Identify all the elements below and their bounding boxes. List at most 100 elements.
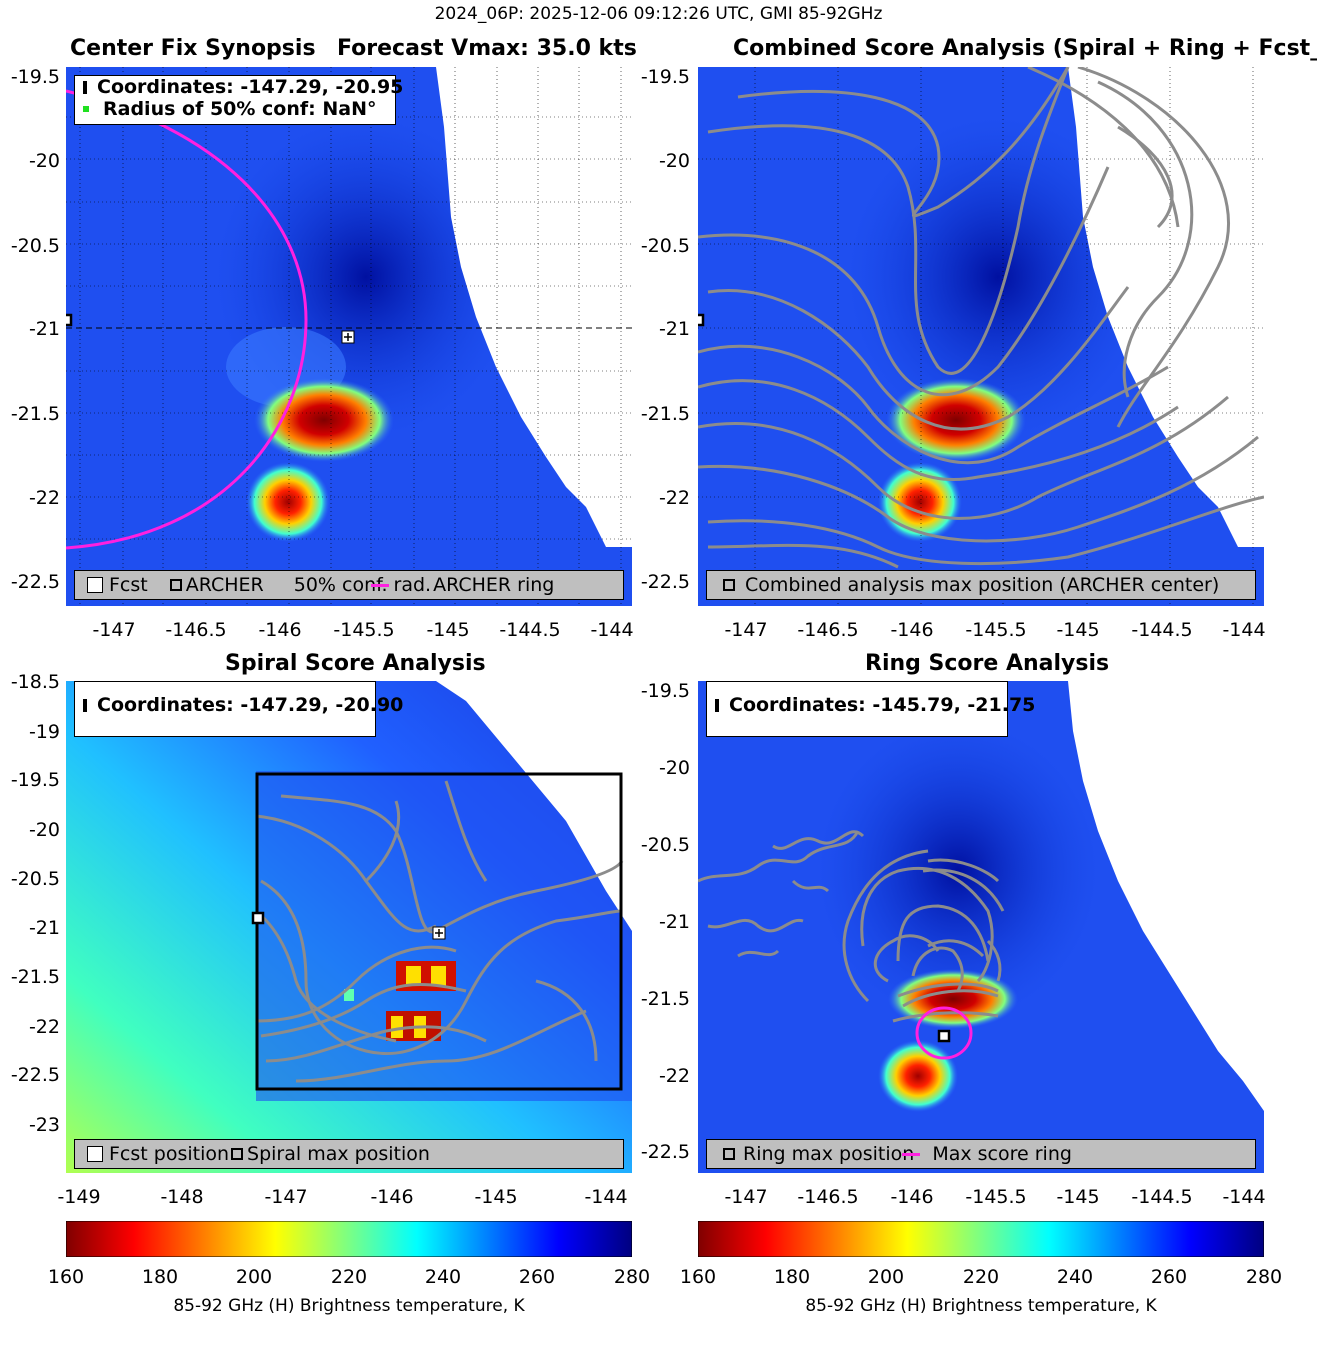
panel4-svg [698,681,1264,1173]
green-dot-icon [83,106,89,112]
magenta-line-icon [902,1152,921,1156]
panel4-plot: Coordinates: -145.79, -21.75 Ring max po… [698,681,1264,1173]
search-box [255,772,623,1091]
xtick: -149 [57,1186,101,1208]
legend-fcst: Fcst [109,574,148,596]
ytick: -23 [28,1114,60,1136]
panel4-legend: Ring max position Max score ring [706,1139,1256,1169]
ytick: -22.5 [10,571,60,593]
panel1-vmax: Forecast Vmax: 35.0 kts [337,36,637,61]
confidence-ring [66,89,308,550]
panel1-legend: Fcst ARCHER 50% conf. rad. ARCHER ring [74,570,624,600]
colorbar-right-label: 85-92 GHz (H) Brightness temperature, K [805,1296,1157,1316]
panel2-svg [698,67,1264,606]
cb-tick: 240 [424,1266,462,1288]
cb-tick: 180 [773,1266,811,1288]
ytick: -22.5 [640,571,690,593]
cb-tick: 220 [962,1266,1000,1288]
panel1-radius: Radius of 50% conf: NaN° [103,98,377,120]
ytick: -20.5 [10,235,60,257]
panel1-svg [66,67,632,606]
ytick: -20 [28,819,60,841]
ytick: -21.5 [640,403,690,425]
panel3-plot: Coordinates: -147.29, -20.90 Fcst positi… [66,681,632,1173]
square-marker-icon [723,1148,735,1160]
ytick: -21 [28,917,60,939]
ytick: -21 [658,318,690,340]
ytick: -18.5 [10,671,60,693]
panel3-svg [66,681,632,1173]
ring-max-marker [937,1029,951,1043]
magenta-line-icon [371,583,390,587]
fcst-marker [341,330,355,344]
cross-icon [87,1146,103,1162]
cb-tick: 240 [1056,1266,1094,1288]
panel2-plot: Combined analysis max position (ARCHER c… [698,67,1264,606]
panel1-info-box: Coordinates: -147.29, -20.95 Radius of 5… [74,75,403,125]
combined-max-marker [698,313,705,327]
ytick: -19.5 [640,66,690,88]
square-marker-icon [231,1148,244,1160]
cb-tick: 160 [679,1266,717,1288]
square-marker-icon [83,80,87,94]
xtick: -144 [590,619,634,641]
xtick: -146 [890,619,934,641]
xtick: -144 [1222,619,1266,641]
panel1-coordinates: Coordinates: -147.29, -20.95 [97,76,404,98]
ytick: -22 [28,487,60,509]
xtick: -145 [1056,1186,1100,1208]
colorbar-left-label: 85-92 GHz (H) Brightness temperature, K [173,1296,525,1316]
legend-conf-rad: 50% conf. rad. [293,574,432,596]
legend-spiral-max: Spiral max position [247,1143,430,1165]
figure-title: 2024_06P: 2025-12-06 09:12:26 UTC, GMI 8… [434,4,883,24]
ytick: -20 [28,150,60,172]
ytick: -21 [28,318,60,340]
legend-max-score-ring: Max score ring [932,1143,1072,1165]
combined-contours [698,67,1264,569]
ytick: -19.5 [640,680,690,702]
xtick: -144 [584,1186,628,1208]
cb-tick: 220 [330,1266,368,1288]
ytick: -20.5 [640,834,690,856]
xtick: -146.5 [797,619,859,641]
ytick: -22 [658,1065,690,1087]
panel4-title: Ring Score Analysis [865,651,1110,676]
xtick: -146.5 [797,1186,859,1208]
ytick: -21.5 [10,966,60,988]
ytick: -21.5 [640,988,690,1010]
panel3-title: Spiral Score Analysis [225,651,486,676]
xtick: -147 [264,1186,308,1208]
panel1-plot: Coordinates: -147.29, -20.95 Radius of 5… [66,67,632,606]
ytick: -19.5 [10,66,60,88]
xtick: -146.5 [165,619,227,641]
xtick: -146 [370,1186,414,1208]
xtick: -145 [474,1186,518,1208]
legend-combined: Combined analysis max position (ARCHER c… [745,574,1220,596]
xtick: -145 [1056,619,1100,641]
ytick: -20.5 [640,235,690,257]
ytick: -22 [28,1016,60,1038]
legend-fcst-position: Fcst position [109,1143,230,1165]
ring-contours [698,830,1005,1023]
square-marker-icon [169,579,182,591]
fcst-position-marker [432,926,446,940]
ytick: -19.5 [10,769,60,791]
colorbar-right [697,1220,1265,1258]
xtick: -144 [1222,1186,1266,1208]
panel3-info-box: Coordinates: -147.29, -20.90 [74,681,403,737]
ytick: -21.5 [10,403,60,425]
legend-ring-max: Ring max position [743,1143,915,1165]
cb-tick: 260 [1150,1266,1188,1288]
ytick: -22 [658,487,690,509]
square-marker-icon [723,579,735,591]
xtick: -144.5 [499,619,561,641]
colorbar-left-svg [65,1220,633,1258]
xtick: -145 [426,619,470,641]
panel4-coordinates: Coordinates: -145.79, -21.75 [729,694,1036,716]
cb-tick: 200 [867,1266,905,1288]
cb-tick: 180 [141,1266,179,1288]
panel3-coordinates: Coordinates: -147.29, -20.90 [97,694,404,716]
panel2-title: Combined Score Analysis (Spiral + Ring +… [733,36,1317,61]
colorbar-right-svg [697,1220,1265,1258]
cb-tick: 160 [47,1266,85,1288]
